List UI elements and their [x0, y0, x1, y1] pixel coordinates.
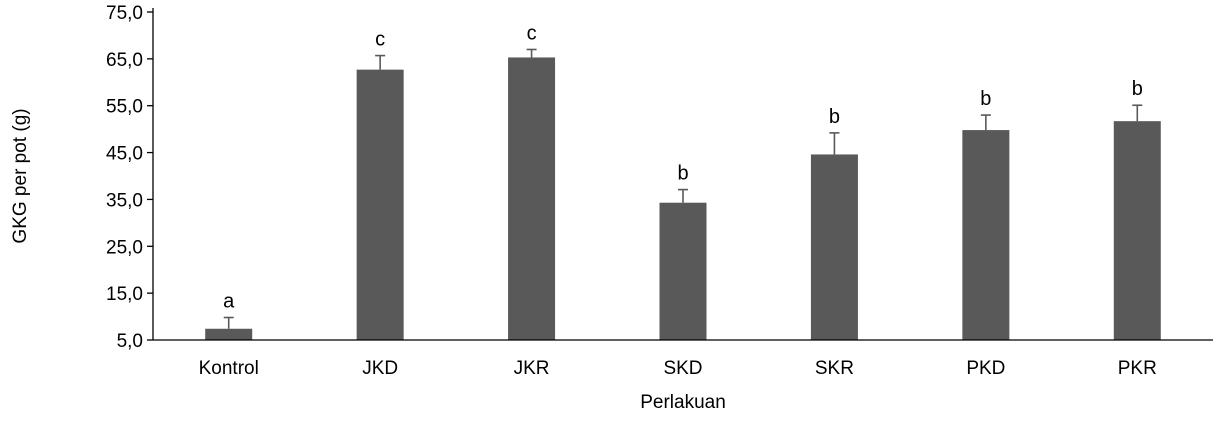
category-label-kontrol: Kontrol [199, 358, 259, 379]
significance-label-pkr: b [1132, 78, 1143, 100]
y-tick-label: 5,0 [117, 331, 143, 352]
y-tick-label: 15,0 [106, 284, 143, 305]
x-axis-title: Perlakuan [640, 392, 726, 413]
category-label-skd: SKD [663, 358, 702, 379]
category-label-skr: SKR [815, 358, 854, 379]
y-ticks: 5,0 15,0 25,0 35,0 45,0 55,0 65,0 75,0 [106, 3, 153, 352]
bar-kontrol [205, 328, 253, 340]
category-label-pkr: PKR [1118, 358, 1157, 379]
y-tick-label: 65,0 [106, 50, 143, 71]
significance-label-kontrol: a [223, 291, 235, 313]
category-labels: Kontrol JKD JKR SKD SKR PKD PKR [199, 358, 1157, 379]
bar-pkr [1113, 121, 1161, 340]
y-axis-title: GKG per pot (g) [10, 108, 31, 243]
bar-skr [810, 154, 858, 340]
y-tick-label: 25,0 [106, 237, 143, 258]
y-tick-label: 45,0 [106, 144, 143, 165]
significance-label-jkr: c [527, 22, 537, 44]
bar-pkd [962, 130, 1010, 340]
category-label-jkr: JKR [514, 358, 550, 379]
category-label-pkd: PKD [966, 358, 1005, 379]
y-tick-label: 75,0 [106, 3, 143, 24]
category-label-jkd: JKD [362, 358, 398, 379]
y-tick-label: 35,0 [106, 190, 143, 211]
significance-label-jkd: c [375, 29, 385, 51]
y-tick-label: 55,0 [106, 97, 143, 118]
bars [205, 57, 1161, 341]
bar-skd [659, 202, 707, 340]
bar-jkd [356, 69, 404, 341]
error-bars [223, 48, 1143, 329]
bar-jkr [508, 57, 556, 341]
significance-label-skd: b [677, 163, 688, 185]
significance-labels: a c c b b b b [223, 22, 1143, 312]
significance-label-pkd: b [980, 88, 991, 110]
significance-label-skr: b [829, 106, 840, 128]
